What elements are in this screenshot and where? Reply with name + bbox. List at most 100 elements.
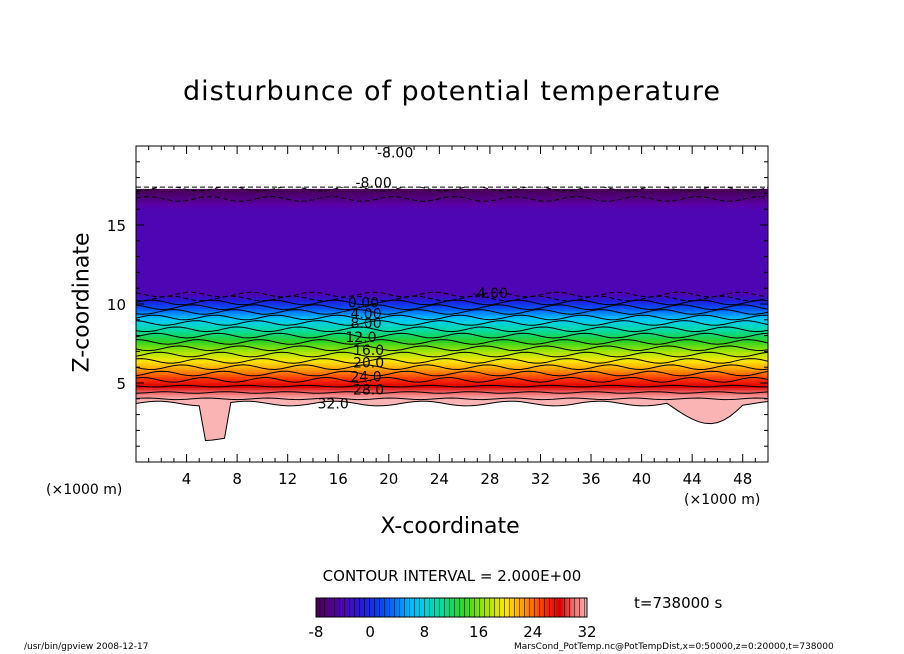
x-tick: 36	[581, 146, 601, 488]
field-band	[136, 308, 768, 312]
colorbar-lines	[316, 598, 587, 617]
field-band	[136, 213, 768, 217]
x-tick-label: 44	[683, 470, 702, 488]
field-band	[136, 276, 768, 280]
field-band	[136, 342, 768, 346]
field-band	[136, 351, 768, 355]
field-band	[136, 206, 768, 210]
contour-line	[136, 320, 768, 326]
field-band	[136, 193, 768, 197]
field-band	[136, 337, 768, 341]
x-tick-label: 4	[182, 470, 192, 488]
field-band	[136, 283, 768, 287]
field-band	[136, 272, 768, 276]
field-band	[136, 353, 768, 357]
contour-label: 8.00	[350, 316, 381, 332]
contour-line	[136, 185, 768, 192]
field-band	[136, 247, 768, 251]
footer-right: MarsCond_PotTemp.nc@PotTempDist,x=0:5000…	[514, 642, 834, 652]
field-band	[136, 362, 768, 366]
footer-left: /usr/bin/gpview 2008-12-17	[24, 642, 149, 652]
contour-line	[136, 364, 768, 371]
colorbar-tick-label: 8	[420, 623, 430, 641]
contour-label: -4.00	[472, 286, 508, 302]
contour-line	[136, 332, 768, 339]
field-band	[136, 245, 768, 249]
y-tick-label: 10	[107, 296, 126, 314]
contour-label: 28.0	[353, 382, 384, 398]
field-band	[136, 202, 768, 206]
field-band	[136, 340, 768, 343]
plot-area	[136, 146, 768, 462]
field-band	[136, 265, 768, 269]
field-band	[136, 355, 768, 359]
field-band	[136, 292, 768, 296]
field-band	[136, 200, 768, 204]
x-tick-label: 8	[232, 470, 242, 488]
field-band	[136, 227, 768, 231]
contour-line	[136, 370, 768, 377]
field-band	[136, 380, 768, 384]
x-tick: 44	[683, 146, 702, 488]
field-band	[136, 387, 768, 391]
field-band	[136, 222, 768, 226]
colorbar-tick-label: 24	[523, 623, 542, 641]
contour-line	[136, 357, 768, 364]
x-tick-label: 48	[733, 470, 752, 488]
x-tick-label: 12	[278, 470, 297, 488]
y-tick: 15	[107, 217, 768, 235]
contour-label: -8.00	[356, 175, 392, 191]
upper-region	[136, 146, 768, 188]
field-band	[136, 229, 768, 233]
field-band	[136, 394, 768, 398]
x-tick: 16	[329, 146, 348, 488]
contour-line	[136, 295, 768, 302]
field-band	[136, 358, 768, 362]
x-tick: 20	[379, 146, 398, 488]
x-tick: 28	[480, 146, 499, 488]
contour-line	[136, 291, 768, 298]
field-band	[136, 315, 768, 319]
colorbar-tick-label: -8	[309, 623, 324, 641]
field-band	[136, 383, 768, 386]
contour-line	[136, 384, 768, 388]
contour-line	[136, 326, 768, 333]
contour-line	[136, 351, 768, 358]
x-tick-label: 16	[329, 470, 348, 488]
field-band	[136, 236, 768, 240]
ground-region	[136, 400, 768, 462]
contour-interval-label: CONTOUR INTERVAL = 2.000E+00	[322, 567, 582, 585]
contour-label: 4.00	[350, 306, 381, 322]
field-band	[136, 367, 768, 371]
field-band	[136, 369, 768, 373]
contour-labels: -8.00-8.00-4.000.004.008.0012.016.020.02…	[318, 145, 508, 412]
x-tick: 24	[430, 146, 449, 488]
x-tick: 4	[182, 146, 192, 488]
field-band	[136, 191, 768, 194]
field-band	[136, 401, 768, 404]
field-band	[136, 197, 768, 201]
x-axis-unit-right: (×1000 m)	[684, 492, 761, 508]
field-band	[136, 274, 768, 278]
x-tick-label: 40	[632, 470, 651, 488]
field-band	[136, 211, 768, 215]
chart-title: disturbunce of potential temperature	[183, 76, 721, 107]
field-band	[136, 331, 768, 334]
colorbar: -8 0 8 16 24 32	[309, 597, 597, 641]
x-tick: 32	[531, 146, 550, 488]
field-band	[136, 319, 768, 323]
field-band	[136, 304, 768, 307]
field-band	[136, 294, 768, 298]
field-band	[136, 378, 768, 382]
field-band	[136, 346, 768, 350]
field-band	[136, 398, 768, 402]
contour-label: 12.0	[345, 330, 376, 346]
field-band	[136, 270, 768, 273]
field-band	[136, 392, 768, 395]
field-band	[136, 373, 768, 377]
field-band	[136, 310, 768, 314]
field-band	[136, 254, 768, 258]
x-tick: 40	[632, 146, 651, 488]
field-band	[136, 301, 768, 305]
